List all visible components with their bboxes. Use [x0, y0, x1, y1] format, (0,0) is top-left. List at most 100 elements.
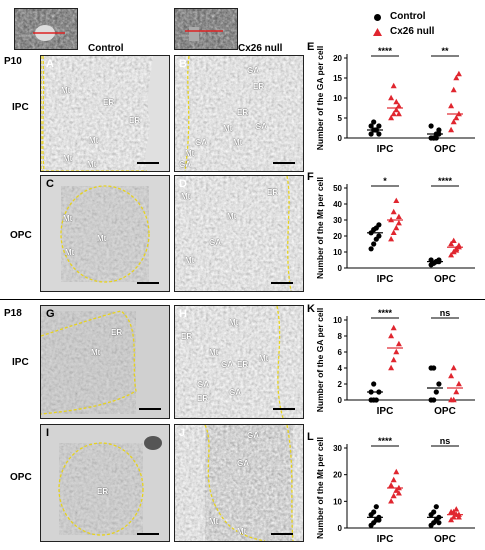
thumbnail-cx26: [174, 8, 238, 50]
data-point-control: [371, 509, 377, 515]
panel-letter-g: G: [46, 308, 55, 320]
y-axis-label: Number of the Mt per cell: [315, 437, 325, 539]
data-point-cx26: [388, 332, 395, 339]
y-tick-label: 10: [333, 248, 342, 257]
em-label: ER: [103, 98, 115, 107]
y-axis-label: Number of the GA per cell: [315, 46, 325, 151]
data-point-cx26: [448, 126, 455, 133]
data-point-control: [376, 517, 382, 523]
data-point-control: [376, 222, 382, 228]
data-point-cx26: [388, 364, 395, 371]
em-label: Mt: [237, 527, 247, 536]
significance-label: ****: [378, 436, 393, 446]
em-panel-j: J GA GA Mt Mt: [174, 424, 304, 542]
data-point-control: [373, 397, 379, 403]
data-point-control: [433, 504, 439, 510]
data-point-control: [368, 246, 374, 252]
row-label-ipc-p18: IPC: [12, 357, 29, 368]
em-label: Mt: [91, 348, 101, 357]
em-label: Mt: [97, 234, 107, 243]
em-label: GA: [179, 160, 191, 169]
x-tick-label: OPC: [434, 534, 456, 545]
chart-e: E Number of the GA per cell 0 5 10 15 20 IPC OPC…: [307, 41, 475, 155]
y-axis-label: Number of the GA per cell: [315, 308, 325, 413]
x-tick-label: IPC: [377, 144, 394, 155]
em-label: GA: [247, 431, 259, 440]
data-point-cx26: [393, 197, 400, 203]
data-point-cx26: [453, 388, 460, 395]
data-point-cx26: [448, 252, 455, 258]
data-point-control: [368, 123, 374, 129]
em-panel-h: H Mt ER Mt GA ER Mt GA ER GA: [174, 305, 304, 419]
em-label: Mt: [61, 86, 71, 95]
data-point-control: [376, 233, 382, 239]
y-tick-label: 50: [333, 184, 342, 193]
data-point-cx26: [390, 229, 397, 235]
data-point-cx26: [390, 492, 397, 499]
data-point-cx26: [393, 98, 400, 105]
significance-label: *: [383, 176, 387, 186]
data-point-cx26: [450, 364, 457, 371]
data-point-cx26: [448, 240, 455, 247]
data-point-cx26: [390, 324, 397, 331]
data-point-cx26: [450, 86, 457, 93]
data-point-cx26: [393, 348, 400, 355]
data-point-control: [436, 520, 442, 526]
data-point-control: [431, 365, 437, 371]
y-tick-label: 8: [338, 332, 343, 341]
data-point-control: [376, 123, 382, 129]
data-point-cx26: [448, 102, 455, 109]
y-tick-label: 30: [333, 216, 342, 225]
data-point-cx26: [453, 74, 460, 81]
y-tick-label: 40: [333, 200, 342, 209]
em-label: Mt: [89, 136, 99, 145]
data-point-cx26: [450, 248, 457, 255]
significance-label: **: [441, 46, 449, 56]
em-label: Mt: [63, 154, 73, 163]
column-label-cx26: Cx26 null: [238, 43, 283, 54]
data-point-cx26: [388, 236, 395, 242]
data-point-cx26: [453, 506, 460, 512]
y-tick-label: 0: [338, 134, 343, 143]
data-point-cx26: [395, 110, 402, 117]
em-label: GA: [237, 459, 249, 468]
scale-bar: [137, 533, 159, 535]
data-point-control: [371, 119, 377, 125]
scale-bar: [271, 533, 293, 535]
em-label: GA: [247, 66, 259, 75]
scale-bar: [273, 408, 295, 410]
y-tick-label: 20: [333, 232, 342, 241]
em-label: Mt: [233, 138, 243, 147]
data-point-cx26: [450, 396, 457, 403]
column-label-control: Control: [88, 43, 124, 54]
em-label: ER: [253, 82, 265, 91]
panel-letter-j: J: [179, 427, 186, 439]
thumbnail-control: [14, 8, 78, 50]
em-label: ER: [197, 394, 209, 403]
y-tick-label: 0: [338, 396, 343, 405]
data-point-cx26: [395, 102, 402, 109]
data-point-cx26: [395, 340, 402, 347]
y-tick-label: 30: [333, 444, 342, 453]
data-point-cx26: [390, 110, 397, 117]
significance-label: ns: [440, 436, 451, 446]
y-tick-label: 4: [338, 364, 343, 373]
chart-k: K Number of the GA per cell 0 2 4 6 8 10 IPC OPC *…: [307, 303, 475, 417]
em-label: ER: [129, 116, 141, 125]
em-label: ER: [181, 332, 193, 341]
data-point-control: [371, 381, 377, 387]
scale-bar: [273, 162, 295, 164]
data-point-cx26: [448, 372, 455, 379]
data-point-control: [371, 241, 377, 247]
scale-bar: [137, 282, 159, 284]
row-label-p10: P10: [4, 56, 22, 67]
y-tick-label: 6: [338, 348, 343, 357]
em-label: GA: [221, 360, 233, 369]
panel-letter-c: C: [46, 178, 54, 190]
y-axis-label: Number of the Mt per cell: [315, 177, 325, 279]
em-label: Mt: [185, 256, 195, 265]
em-label: ER: [237, 360, 249, 369]
em-label: ER: [97, 487, 109, 496]
data-point-cx26: [395, 220, 402, 226]
